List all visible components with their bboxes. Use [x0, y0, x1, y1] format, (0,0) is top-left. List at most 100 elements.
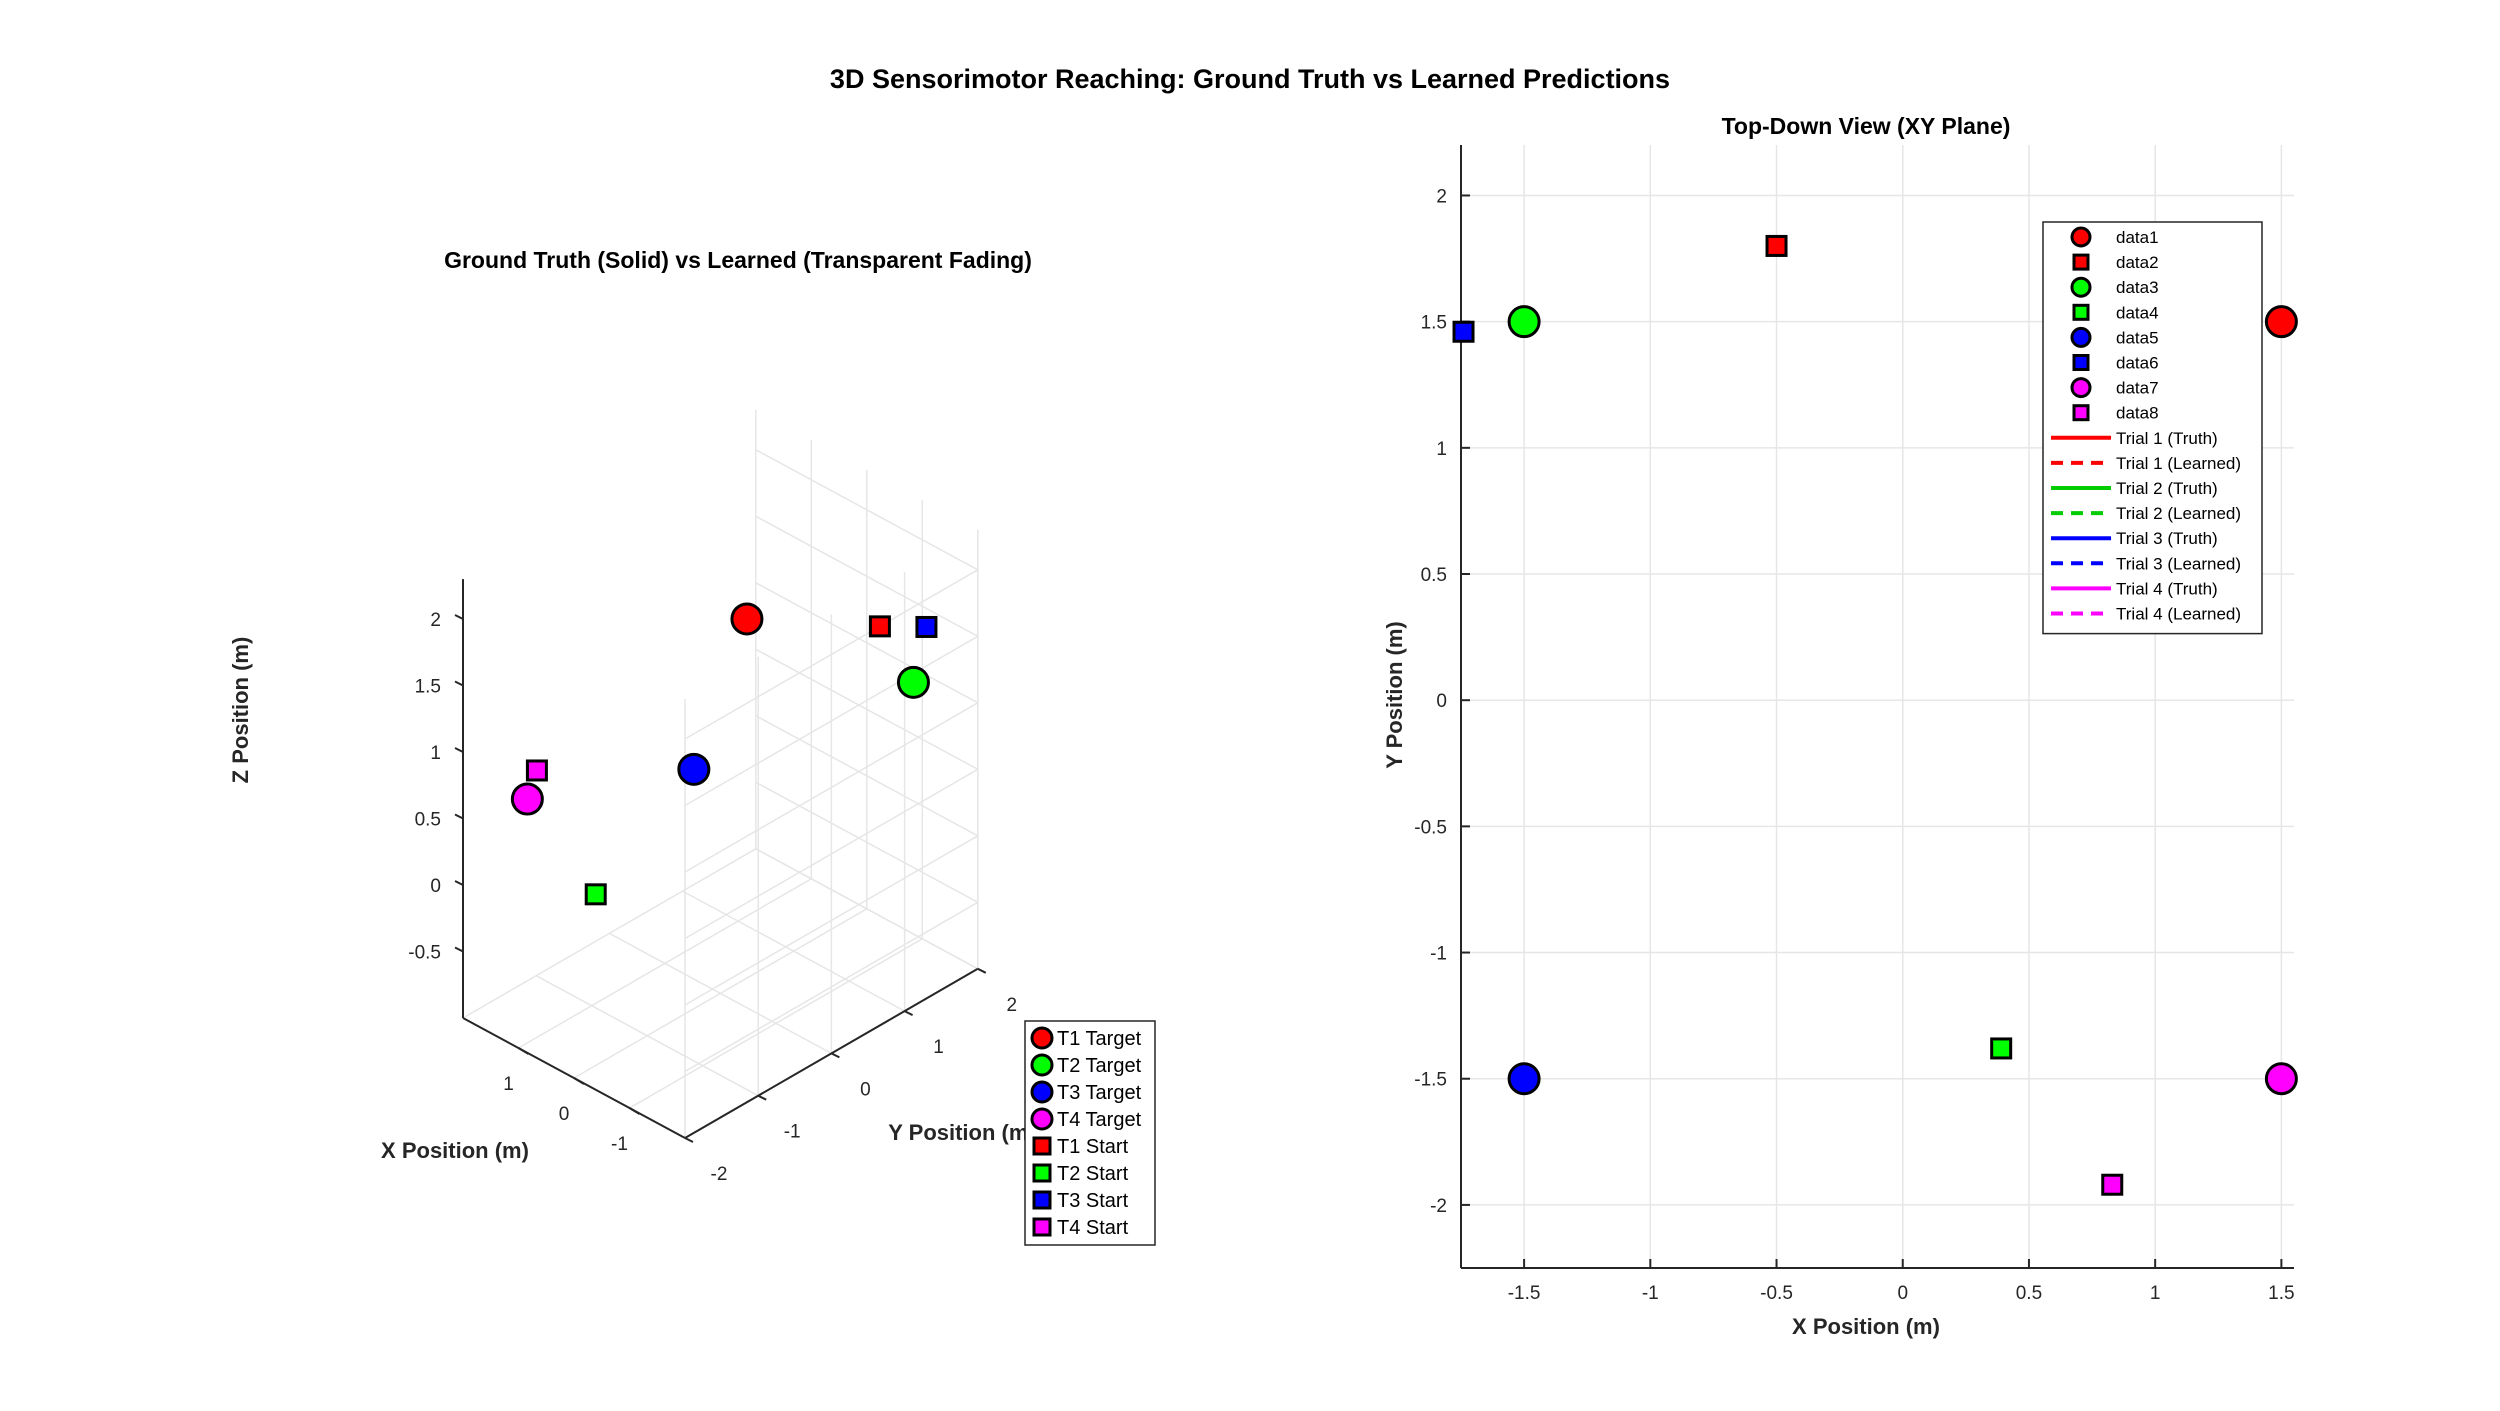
start-marker — [868, 615, 891, 638]
grid-line — [755, 582, 979, 704]
axes-2d-xlabel: X Position (m) — [1792, 1314, 1940, 1339]
legend-swatch — [1030, 1107, 1054, 1131]
z-tick-mark — [454, 946, 464, 953]
z-tick-label: -0.5 — [408, 943, 441, 964]
axes-2d-title: Top-Down View (XY Plane) — [1722, 113, 2011, 139]
legend-label: Trial 1 (Truth) — [2116, 429, 2218, 448]
legend-label: T2 Start — [1057, 1163, 1129, 1185]
grid-line — [755, 781, 979, 903]
legend-label: data1 — [2116, 228, 2159, 247]
grid-line — [755, 648, 979, 770]
legend-label: data6 — [2116, 354, 2159, 373]
grid-line — [535, 975, 759, 1097]
x-tick-label: 1.5 — [2268, 1283, 2294, 1304]
y-tick-label: 0 — [1436, 691, 1447, 712]
grid-line — [609, 932, 832, 1055]
x-tick-label: -1 — [611, 1134, 628, 1155]
legend-label: T3 Target — [1057, 1082, 1142, 1104]
z-tick-label: 1.5 — [415, 677, 441, 698]
legend-swatch — [1032, 1217, 1052, 1237]
legend-swatch — [2072, 404, 2090, 422]
legend-label: Trial 2 (Truth) — [2116, 479, 2218, 498]
y-tick-label: -2 — [711, 1164, 728, 1185]
y-tick-label: 1 — [933, 1037, 944, 1058]
start-marker — [2101, 1173, 2124, 1196]
axes-2d-ticks: -1.5 -1 -0.5 0 0.5 1 1.5 -2 -1.5 -1 -0.5 0 0.5 1 1.5 2 — [1414, 186, 2294, 1304]
legend-swatch — [2072, 303, 2090, 321]
axes-2d: Top-Down View (XY Plane) -1.5 -1 -0.5 0 0.5 1… — [1382, 113, 2298, 1339]
z-tick-mark — [454, 880, 464, 886]
x-tick-label: -1.5 — [1508, 1283, 1541, 1304]
axes-3d-markers — [510, 602, 938, 906]
y-tick-label: -0.5 — [1414, 817, 1447, 838]
z-tick-label: 1 — [430, 743, 441, 764]
legend-swatch — [1030, 1080, 1054, 1104]
axes-3d-legend: T1 Target T2 Target T3 Target T4 Target T1 S… — [1024, 1020, 1156, 1246]
y-tick-mark — [757, 1094, 767, 1101]
y-tick-label: 0 — [860, 1079, 871, 1100]
axes-3d-title: Ground Truth (Solid) vs Learned (Transpa… — [444, 247, 1032, 273]
legend-label: T2 Target — [1057, 1055, 1142, 1077]
grid-line — [682, 890, 905, 1012]
x-tick-label: 0 — [1897, 1283, 1908, 1304]
legend-label: data2 — [2116, 253, 2159, 272]
z-tick-mark — [454, 680, 464, 687]
start-marker — [1765, 234, 1788, 257]
legend-label: data7 — [2116, 379, 2159, 398]
y-tick-label: -1 — [1430, 944, 1447, 965]
legend-swatch — [2072, 253, 2090, 271]
z-tick-label: 2 — [430, 610, 441, 631]
legend-label: T4 Start — [1057, 1217, 1129, 1239]
legend-swatch — [1030, 1026, 1054, 1050]
legend-swatch — [2070, 377, 2092, 399]
y-tick-mark — [977, 967, 987, 974]
target-marker — [1507, 305, 1541, 339]
y-tick-label: -2 — [1430, 1196, 1447, 1217]
grid-line — [755, 848, 979, 970]
legend-label: data5 — [2116, 328, 2159, 347]
legend-swatch — [2072, 354, 2090, 371]
grid-line — [755, 715, 979, 837]
grid-line — [684, 635, 979, 807]
legend-label: Trial 4 (Learned) — [2116, 605, 2241, 624]
start-marker — [1990, 1037, 2013, 1060]
y-tick-label: 1.5 — [1421, 313, 1447, 334]
grid-line — [684, 702, 979, 873]
grid-line — [684, 901, 979, 1073]
y-tick-label: 2 — [1007, 995, 1018, 1016]
axes-3d-zlabel: Z Position (m) — [228, 637, 253, 784]
legend-swatch — [2070, 326, 2092, 348]
legend-label: Trial 1 (Learned) — [2116, 454, 2241, 473]
legend-swatch — [1032, 1136, 1052, 1156]
axes-3d-xlabel: X Position (m) — [381, 1138, 529, 1163]
legend-label: Trial 3 (Truth) — [2116, 529, 2218, 548]
legend-label: T1 Start — [1057, 1136, 1129, 1158]
target-marker — [896, 665, 930, 699]
z-tick-label: 0 — [430, 876, 441, 897]
axes-3d-ticks: -1 0 1 -2 -1 0 1 2 -0.5 0 0.5 1 1.5 2 — [408, 610, 1017, 1185]
y-tick-label: -1.5 — [1414, 1070, 1447, 1091]
y-tick-mark — [904, 1010, 914, 1016]
start-marker — [915, 615, 938, 638]
axes-2d-markers — [1452, 234, 2298, 1196]
axes-3d-grid — [454, 409, 987, 1143]
y-tick-mark — [684, 1137, 694, 1143]
z-tick-mark — [454, 614, 464, 620]
legend-swatch — [1030, 1053, 1054, 1077]
grid-line — [684, 768, 979, 940]
target-marker — [1507, 1062, 1541, 1096]
z-tick-mark — [454, 813, 464, 820]
legend-label: T3 Start — [1057, 1190, 1129, 1212]
start-marker — [1452, 320, 1475, 343]
grid-line — [684, 835, 979, 1006]
y-tick-label: -1 — [784, 1122, 801, 1143]
legend-label: T1 Target — [1057, 1028, 1142, 1050]
grid-line — [684, 569, 979, 740]
target-marker — [677, 752, 711, 786]
legend-label: T4 Target — [1057, 1109, 1142, 1131]
x-tick-mark — [628, 1107, 641, 1115]
x-tick-label: -1 — [1642, 1283, 1659, 1304]
x-tick-label: 0.5 — [2016, 1283, 2042, 1304]
